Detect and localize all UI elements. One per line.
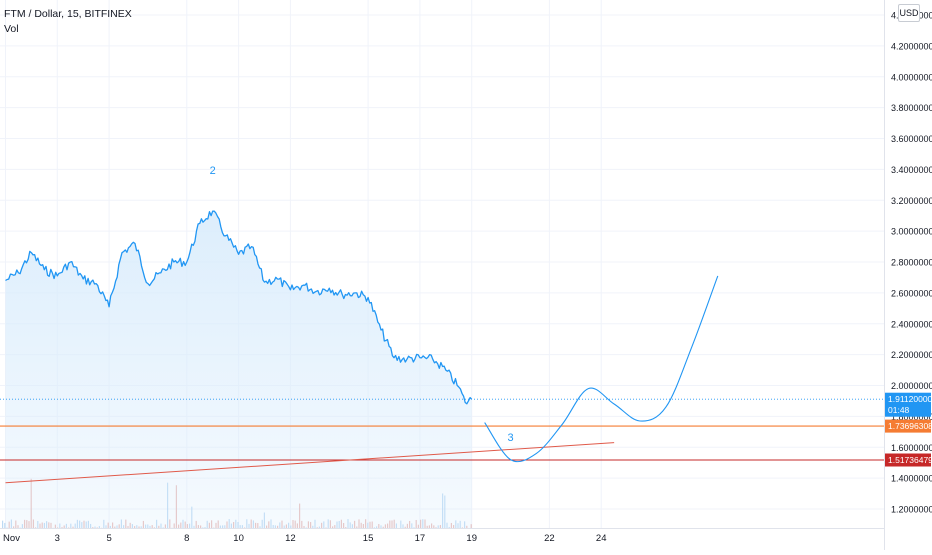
price-label-2: 1.73696308 (888, 421, 932, 431)
price-label-1: 1.91120000 (888, 394, 932, 404)
y-tick-label: 4.00000000 (891, 72, 932, 82)
volume-bar (4, 523, 5, 528)
y-tick-label: 1.60000000 (891, 443, 932, 453)
x-tick-label: 5 (106, 533, 111, 544)
x-tick-label: 15 (363, 533, 374, 544)
y-tick-label: 1.40000000 (891, 474, 932, 484)
x-tick-label: 24 (596, 533, 607, 544)
x-tick-label: Nov (3, 533, 20, 544)
price-area (6, 211, 472, 528)
x-tick-label: 19 (466, 533, 477, 544)
y-tick-label: 1.20000000 (891, 505, 932, 515)
y-tick-label: 4.20000000 (891, 41, 932, 51)
chart-legend: FTM / Dollar, 15, BITFINEX Vol (4, 7, 132, 37)
price-label-countdown: 01:48 (888, 405, 910, 415)
wave-label-1: 2 (210, 165, 216, 177)
y-tick-label: 2.80000000 (891, 258, 932, 268)
x-tick-label: 10 (233, 533, 244, 544)
wave-label-2: 3 (507, 432, 513, 444)
y-tick-label: 2.20000000 (891, 350, 932, 360)
y-tick-label: 3.80000000 (891, 103, 932, 113)
y-tick-label: 2.00000000 (891, 381, 932, 391)
y-tick-label: 2.40000000 (891, 319, 932, 329)
x-tick-label: 12 (285, 533, 296, 544)
x-tick-label: 3 (55, 533, 60, 544)
y-tick-label: 3.20000000 (891, 196, 932, 206)
y-tick-label: 2.60000000 (891, 288, 932, 298)
y-tick-label: 3.00000000 (891, 227, 932, 237)
x-tick-label: 22 (544, 533, 555, 544)
x-tick-label: 17 (415, 533, 426, 544)
x-tick-label: 8 (184, 533, 189, 544)
y-tick-label: 3.60000000 (891, 134, 932, 144)
y-tick-label: 3.40000000 (891, 165, 932, 175)
volume-bar (2, 521, 3, 528)
legend-symbol: FTM / Dollar, 15, BITFINEX (4, 7, 132, 22)
legend-volume: Vol (4, 22, 132, 37)
currency-selector[interactable]: USD (898, 4, 920, 22)
price-label-3: 1.51736479 (888, 455, 932, 465)
